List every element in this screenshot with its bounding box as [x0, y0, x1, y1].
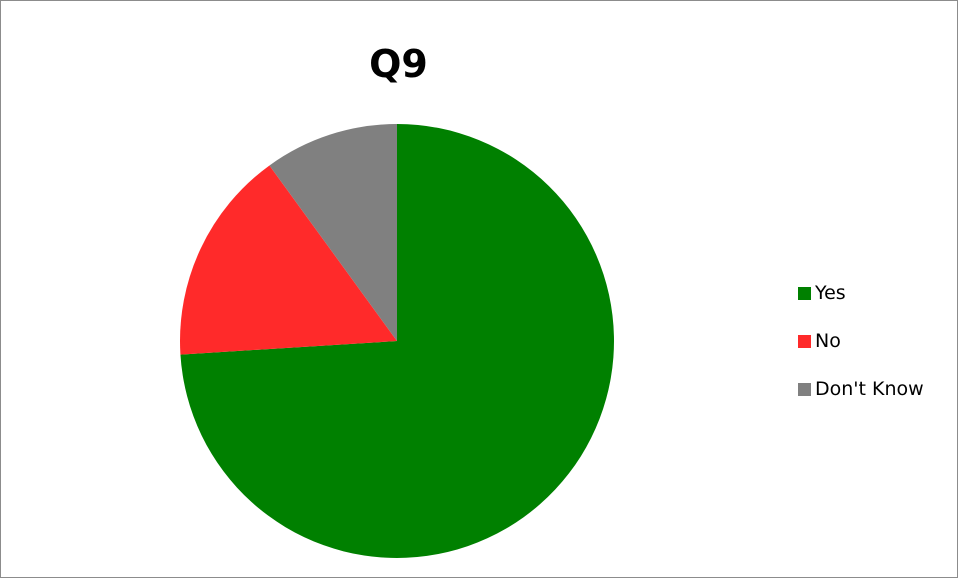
legend-item-don-t-know: Don't Know — [798, 377, 924, 401]
chart-title: Q9 — [369, 42, 428, 86]
legend-label-yes: Yes — [815, 282, 846, 304]
legend: Yes No Don't Know — [798, 281, 924, 425]
legend-swatch-no — [798, 334, 811, 348]
pie-slice-no — [180, 165, 397, 355]
pie-slice-yes — [180, 124, 614, 558]
pie-slices — [180, 124, 614, 558]
legend-swatch-yes — [798, 286, 811, 300]
legend-label-don-t-know: Don't Know — [815, 378, 924, 400]
legend-swatch-don-t-know — [798, 382, 811, 396]
legend-label-no: No — [815, 330, 841, 352]
legend-item-no: No — [798, 329, 924, 353]
legend-item-yes: Yes — [798, 281, 924, 305]
pie-slice-don-t-know — [269, 124, 397, 341]
